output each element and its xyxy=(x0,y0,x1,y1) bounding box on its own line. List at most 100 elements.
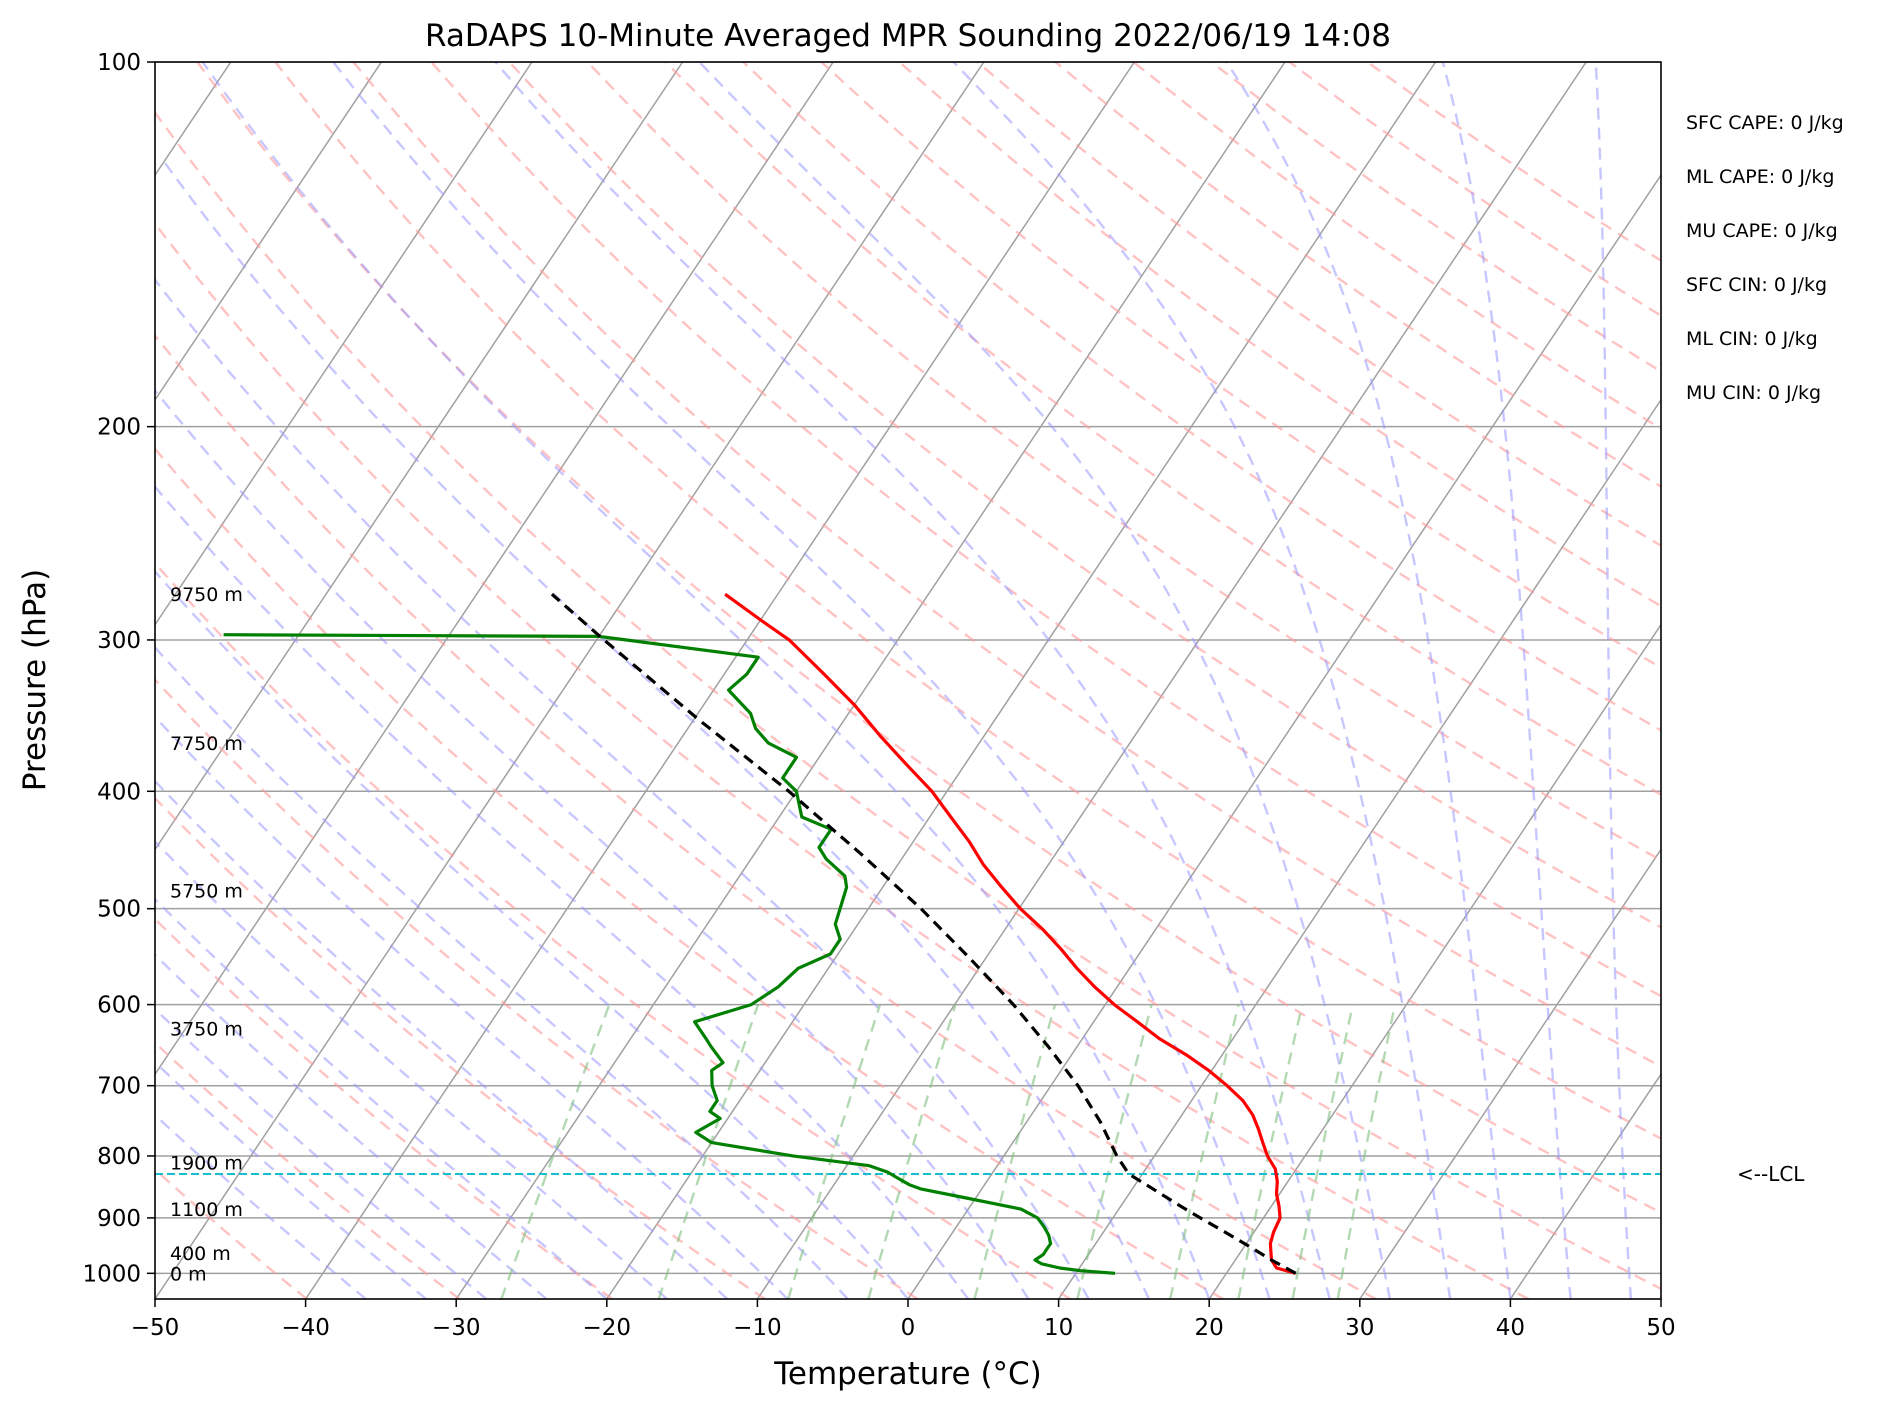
moist-adiabat-line xyxy=(155,779,729,1299)
mixing-ratio-lines xyxy=(500,1004,1397,1299)
mixing-ratio-line xyxy=(973,1004,1057,1299)
x-axis-ticks: −50 −40 −30 −20 −10 0 10 20 30 40 50 xyxy=(131,1299,1676,1341)
moist-adiabat-line xyxy=(155,569,909,1299)
index-label: SFC CAPE: 0 J/kg xyxy=(1686,112,1844,134)
mixing-ratio-line xyxy=(867,1004,957,1299)
mixing-ratio-line xyxy=(1291,1004,1355,1299)
dry-adiabat-line xyxy=(274,62,1661,1140)
y-tick-label: 200 xyxy=(97,415,141,441)
dry-adiabat-line xyxy=(155,110,1661,1291)
isotherm-line xyxy=(155,62,985,1299)
moist-adiabat-line xyxy=(155,484,970,1299)
dry-adiabat-line xyxy=(664,62,1661,796)
isotherm-line xyxy=(907,173,1661,1299)
height-label: 9750 m xyxy=(170,584,243,606)
moist-adiabat-line xyxy=(155,645,849,1299)
sounding-series xyxy=(223,592,1297,1275)
isotherm-line xyxy=(1509,1072,1661,1299)
y-tick-label: 300 xyxy=(97,628,141,654)
y-axis-ticks: 100 200 300 400 500 600 700 800 900 1000 xyxy=(82,50,155,1287)
x-tick-label: 30 xyxy=(1345,1315,1374,1341)
height-labels: 9750 m 7750 m 5750 m 3750 m 1900 m 1100 m 400 … xyxy=(170,584,243,1285)
dry-adiabat-line xyxy=(155,796,766,1299)
isotherm-line xyxy=(155,62,834,1076)
isotherm-line xyxy=(606,62,1437,1299)
index-label: MU CIN: 0 J/kg xyxy=(1686,382,1821,404)
moist-adiabat-line xyxy=(155,388,1030,1299)
isotherm-line xyxy=(304,62,1136,1299)
isotherm-line xyxy=(1359,848,1661,1299)
lcl-label: <--LCL xyxy=(1737,1162,1805,1186)
index-label: MU CAPE: 0 J/kg xyxy=(1686,220,1838,242)
dry-adiabat-line xyxy=(155,333,1377,1299)
moist-adiabat-line xyxy=(155,897,608,1299)
x-tick-label: −10 xyxy=(733,1315,782,1341)
mixing-ratio-line xyxy=(787,1004,882,1299)
y-tick-label: 400 xyxy=(97,779,141,805)
index-label: SFC CIN: 0 J/kg xyxy=(1686,274,1827,296)
index-label: ML CIN: 0 J/kg xyxy=(1686,328,1818,350)
mixing-ratio-line xyxy=(657,1004,760,1299)
x-tick-label: −30 xyxy=(432,1315,481,1341)
dry-adiabat-line xyxy=(155,446,1224,1299)
x-tick-label: −50 xyxy=(131,1315,180,1341)
parcel-line xyxy=(550,592,1297,1275)
moist-adiabat-line xyxy=(155,953,548,1299)
isotherm-line xyxy=(455,62,1286,1299)
isotherm-line xyxy=(155,62,383,402)
mixing-ratio-line xyxy=(1076,1004,1153,1299)
index-label: ML CAPE: 0 J/kg xyxy=(1686,166,1834,188)
height-label: 7750 m xyxy=(170,733,243,755)
dry-adiabat-line xyxy=(155,221,1530,1299)
dewpoint-line xyxy=(223,633,1116,1275)
height-label: 3750 m xyxy=(170,1019,243,1041)
dry-adiabat-line xyxy=(155,917,613,1299)
x-tick-label: 0 xyxy=(901,1315,916,1341)
dry-adiabat-line xyxy=(508,62,1661,929)
moist-adiabat-line xyxy=(1441,62,1572,1299)
y-tick-label: 900 xyxy=(97,1206,141,1232)
isotherm-line xyxy=(155,62,684,851)
moist-adiabat-line xyxy=(1225,62,1512,1299)
mixing-ratio-line xyxy=(1169,1004,1240,1299)
dry-adiabat-line xyxy=(352,62,1661,1068)
dry-adiabat-lines xyxy=(155,62,1661,1299)
height-label: 0 m xyxy=(170,1263,207,1285)
moist-adiabat-line xyxy=(332,62,1271,1299)
chart-title: RaDAPS 10-Minute Averaged MPR Sounding 2… xyxy=(425,18,1391,54)
moist-adiabat-line xyxy=(1594,62,1633,1299)
height-label: 400 m xyxy=(170,1243,231,1265)
dry-adiabat-line xyxy=(155,678,919,1299)
moist-adiabat-line xyxy=(698,62,1392,1299)
isotherm-lines xyxy=(155,62,1661,1299)
isotherm-line xyxy=(756,62,1587,1299)
height-label: 1100 m xyxy=(170,1199,243,1221)
moist-adiabat-line xyxy=(155,839,668,1299)
moist-adiabat-line xyxy=(155,715,789,1299)
moist-adiabat-line xyxy=(952,62,1452,1299)
y-tick-label: 1000 xyxy=(82,1261,141,1287)
mixing-ratio-line xyxy=(1336,1004,1397,1299)
dry-adiabat-line xyxy=(155,561,1072,1299)
dry-adiabat-line xyxy=(820,62,1661,669)
moist-adiabat-line xyxy=(155,277,1090,1299)
indices-panel: SFC CAPE: 0 J/kg ML CAPE: 0 J/kg MU CAPE: … xyxy=(1686,112,1844,404)
height-label: 5750 m xyxy=(170,880,243,902)
x-tick-label: 40 xyxy=(1496,1315,1525,1341)
y-tick-label: 600 xyxy=(97,993,141,1019)
mixing-ratio-line xyxy=(1237,1004,1304,1299)
x-tick-label: 20 xyxy=(1195,1315,1224,1341)
x-tick-label: −40 xyxy=(281,1315,330,1341)
x-tick-label: 50 xyxy=(1646,1315,1675,1341)
temperature-line xyxy=(724,592,1297,1275)
y-tick-label: 700 xyxy=(97,1074,141,1100)
moist-adiabat-line xyxy=(155,1007,488,1299)
moist-adiabat-line xyxy=(155,1060,427,1299)
x-axis-label: Temperature (°C) xyxy=(773,1356,1042,1392)
isotherm-line xyxy=(1208,623,1661,1299)
y-tick-label: 100 xyxy=(97,50,141,76)
y-tick-label: 800 xyxy=(97,1144,141,1170)
mixing-ratio-line xyxy=(500,1004,611,1299)
y-tick-label: 500 xyxy=(97,897,141,923)
